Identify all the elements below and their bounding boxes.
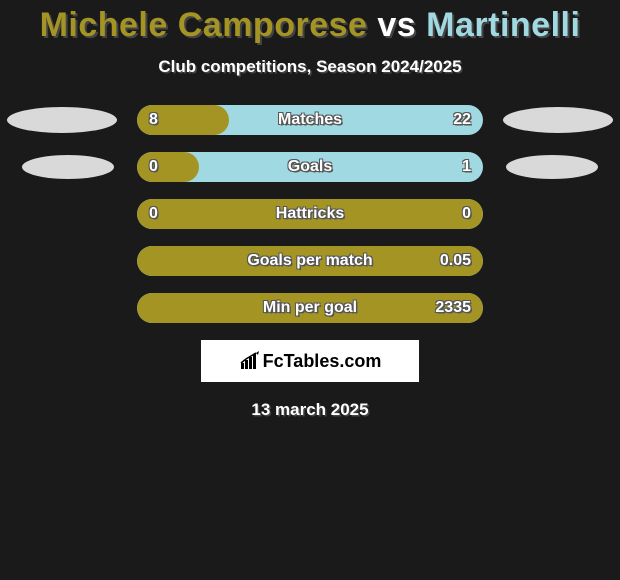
- stat-row: Goals per match 0.05: [0, 246, 620, 276]
- stat-bar: Min per goal 2335: [137, 293, 483, 323]
- stat-row: Min per goal 2335: [0, 293, 620, 323]
- branding-text: FcTables.com: [263, 351, 382, 372]
- branding-badge: FcTables.com: [201, 340, 419, 382]
- player1-name: Michele Camporese: [40, 6, 368, 44]
- stat-value-right: 2335: [435, 299, 471, 317]
- player1-badge: [22, 155, 114, 179]
- stat-bar-fill-left: [137, 152, 199, 182]
- date-label: 13 march 2025: [0, 400, 620, 420]
- stat-value-right: 0: [462, 205, 471, 223]
- stat-label: Goals per match: [247, 252, 372, 270]
- stat-bar: 0 Goals 1: [137, 152, 483, 182]
- stat-label: Goals: [288, 158, 332, 176]
- stat-value-right: 1: [462, 158, 471, 176]
- stat-bar: Goals per match 0.05: [137, 246, 483, 276]
- stat-row: 0 Goals 1: [0, 152, 620, 182]
- player2-badge: [506, 155, 598, 179]
- stat-value-right: 0.05: [440, 252, 471, 270]
- stat-label: Hattricks: [276, 205, 344, 223]
- stat-bar: 8 Matches 22: [137, 105, 483, 135]
- comparison-title: Michele Camporese vs Martinelli: [0, 0, 620, 45]
- player2-name: Martinelli: [426, 6, 580, 44]
- stat-value-left: 8: [149, 111, 158, 129]
- stat-value-right: 22: [453, 111, 471, 129]
- stat-value-left: 0: [149, 158, 158, 176]
- stat-row: 8 Matches 22: [0, 105, 620, 135]
- chart-icon: [239, 351, 261, 371]
- player1-badge: [7, 107, 117, 133]
- player2-badge: [503, 107, 613, 133]
- stat-label: Matches: [278, 111, 342, 129]
- stat-row: 0 Hattricks 0: [0, 199, 620, 229]
- stat-bar: 0 Hattricks 0: [137, 199, 483, 229]
- subtitle: Club competitions, Season 2024/2025: [0, 57, 620, 77]
- stat-label: Min per goal: [263, 299, 357, 317]
- stat-value-left: 0: [149, 205, 158, 223]
- vs-text: vs: [367, 6, 426, 44]
